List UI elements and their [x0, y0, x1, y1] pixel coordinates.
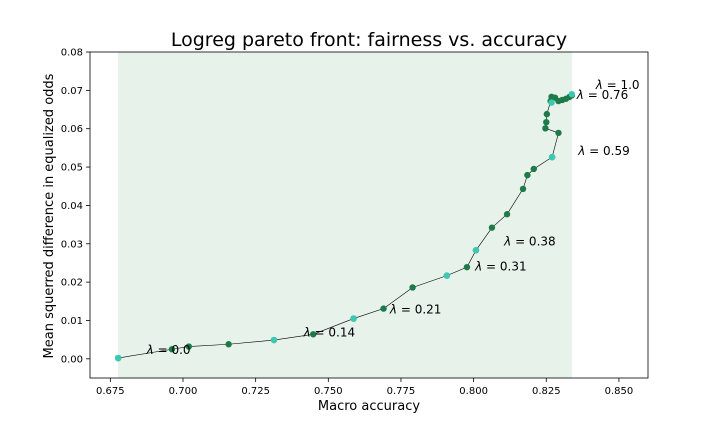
front-point-10	[463, 263, 471, 271]
front-point-19	[542, 125, 549, 132]
highlight-point-3	[443, 272, 451, 279]
y-tick-label-3: 0.03	[61, 239, 83, 250]
x-tick-label-5: 0.800	[459, 386, 488, 397]
shaded-region	[118, 52, 572, 378]
highlight-point-5	[548, 153, 556, 161]
highlight-point-1	[270, 336, 278, 344]
x-tick-label-2: 0.725	[241, 386, 270, 397]
y-tick-label-1: 0.01	[61, 316, 83, 327]
front-point-20	[543, 118, 550, 126]
highlight-point-4	[472, 247, 480, 254]
y-tick-label-8: 0.08	[61, 48, 83, 59]
x-tick-label-4: 0.775	[387, 386, 416, 397]
lambda-annotation-1: λ = 0.14	[303, 326, 356, 340]
front-point-14	[519, 185, 527, 193]
chart-title: Logreg pareto front: fairness vs. accura…	[171, 29, 567, 51]
front-point-13	[503, 211, 511, 218]
highlight-point-2	[350, 315, 357, 322]
x-tick-label-7: 0.850	[605, 386, 634, 397]
front-point-21	[543, 110, 551, 118]
highlight-point-0	[114, 354, 122, 362]
x-tick-label-1: 0.700	[169, 386, 198, 397]
highlight-point-6	[548, 99, 555, 106]
x-tick-label-6: 0.825	[532, 386, 561, 397]
lambda-annotation-5: λ = 0.59	[577, 144, 630, 158]
front-point-18	[555, 129, 562, 137]
front-point-7	[380, 305, 387, 312]
highlight-point-7	[568, 90, 576, 98]
y-tick-label-2: 0.02	[61, 278, 83, 289]
lambda-annotation-2: λ = 0.21	[389, 303, 442, 317]
y-tick-label-0: 0.00	[61, 354, 83, 365]
lambda-annotation-3: λ = 0.31	[474, 260, 527, 274]
x-tick-label-0: 0.675	[96, 386, 125, 397]
lambda-annotation-4: λ = 0.38	[503, 235, 556, 249]
y-tick-label-6: 0.06	[61, 124, 83, 135]
front-point-16	[530, 165, 537, 173]
lambda-annotation-7: λ = 1.0	[595, 78, 640, 92]
x-tick-label-3: 0.750	[314, 386, 343, 397]
plot-area: 0.675 0.700 0.725 0.750 0.775 0.800 0.825 0.850…	[61, 48, 649, 397]
front-point-15	[524, 171, 531, 179]
y-tick-label-7: 0.07	[61, 86, 83, 97]
axes-frame	[89, 51, 649, 379]
front-point-2	[185, 343, 193, 350]
front-point-3	[225, 341, 232, 348]
x-axis-label: Macro accuracy	[318, 399, 420, 414]
y-tick-label-4: 0.04	[61, 201, 83, 212]
front-point-1	[168, 346, 176, 353]
front-point-5	[310, 331, 317, 338]
front-point-8	[409, 284, 416, 291]
front-point-12	[488, 224, 496, 231]
lambda-annotation-6: λ = 0.76	[576, 88, 629, 102]
y-tick-label-5: 0.05	[61, 163, 83, 174]
y-axis-label: Mean squerred difference in equalized od…	[42, 73, 57, 358]
lambda-annotation-0: λ = 0.0	[146, 343, 191, 357]
